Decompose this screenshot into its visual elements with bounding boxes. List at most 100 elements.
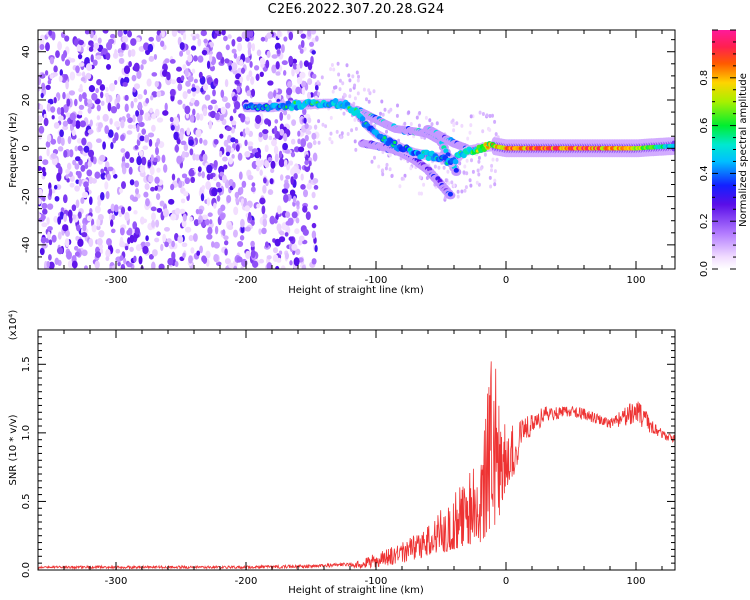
heatmap-cell <box>425 155 432 162</box>
heatmap-cell <box>247 174 254 181</box>
heatmap-cell <box>156 90 162 98</box>
heatmap-cell <box>201 214 208 220</box>
heatmap-cell <box>456 194 460 199</box>
heatmap-cell <box>291 119 297 126</box>
heatmap-cell <box>463 188 467 193</box>
heatmap-cell <box>57 231 62 240</box>
heatmap-cell <box>185 49 191 56</box>
heatmap-cell <box>298 44 302 50</box>
heatmap-cell <box>203 38 208 44</box>
heatmap-cell <box>425 176 429 180</box>
heatmap-cell <box>162 63 168 72</box>
heatmap-cell <box>357 74 360 79</box>
heatmap-cell <box>115 122 120 128</box>
heatmap-cell <box>207 212 213 217</box>
heatmap-cell <box>221 96 228 103</box>
heatmap-cell <box>126 229 133 236</box>
heatmap-cell <box>299 71 306 79</box>
heatmap-cell <box>479 166 483 171</box>
heatmap-cell <box>272 254 279 262</box>
heatmap-cell <box>87 99 93 104</box>
heatmap-cell <box>258 131 263 138</box>
heatmap-cell <box>167 257 174 266</box>
heatmap-cell <box>331 89 335 94</box>
heatmap-cell <box>243 197 248 205</box>
heatmap-cell <box>259 169 263 176</box>
heatmap-cell <box>290 176 295 185</box>
heatmap-cell <box>244 57 251 63</box>
heatmap-cell <box>300 39 305 49</box>
heatmap-cell <box>155 219 160 228</box>
heatmap-cell <box>56 247 64 255</box>
heatmap-cell <box>66 162 72 171</box>
heatmap-cell <box>409 166 413 171</box>
heatmap-cell <box>91 224 97 233</box>
heatmap-cell <box>80 197 85 204</box>
snr-y-multiplier: (x10⁴) <box>8 310 19 341</box>
heatmap-cell <box>163 163 168 173</box>
heatmap-cell <box>137 101 143 111</box>
heatmap-cell <box>356 91 360 96</box>
heatmap-cell <box>169 88 176 97</box>
heatmap-cell <box>91 92 98 101</box>
heatmap-cell <box>469 183 473 188</box>
heatmap-cell <box>255 73 260 81</box>
heatmap-cell <box>261 205 266 215</box>
heatmap-cell <box>124 151 130 160</box>
spectrogram-xlabel: Height of straight line (km) <box>288 285 424 296</box>
heatmap-cell <box>46 260 50 268</box>
heatmap-cell <box>179 42 185 51</box>
heatmap-cell <box>193 78 198 84</box>
x-tick-label: 100 <box>626 275 645 286</box>
heatmap-cell <box>342 111 346 116</box>
heatmap-cell <box>81 191 89 199</box>
heatmap-cell <box>64 238 70 248</box>
heatmap-cell <box>294 146 300 153</box>
heatmap-cell <box>488 175 492 180</box>
heatmap-cell <box>53 65 58 73</box>
heatmap-cell <box>201 185 206 191</box>
heatmap-cell <box>183 143 188 152</box>
heatmap-cell <box>244 151 251 158</box>
heatmap-cell <box>111 228 116 234</box>
heatmap-cell <box>110 142 114 150</box>
heatmap-cell <box>150 94 154 101</box>
heatmap-cell <box>121 42 126 51</box>
heatmap-cell <box>477 159 481 164</box>
heatmap-cell <box>164 241 169 248</box>
x-tick-label: -300 <box>105 275 128 286</box>
colorbar-tick-label: 0.6 <box>699 118 710 134</box>
heatmap-cell <box>164 102 168 112</box>
heatmap-cell <box>178 180 183 189</box>
heatmap-cell <box>75 179 80 185</box>
heatmap-cell <box>197 208 203 215</box>
heatmap-cell <box>388 167 392 172</box>
heatmap-cell <box>477 155 481 160</box>
heatmap-cell <box>244 139 248 147</box>
heatmap-cell <box>58 115 64 121</box>
heatmap-cell <box>295 217 300 224</box>
heatmap-cell <box>220 106 226 115</box>
heatmap-cell <box>468 178 472 183</box>
heatmap-cell <box>283 69 287 76</box>
heatmap-cell <box>60 31 66 38</box>
heatmap-cell <box>78 178 82 187</box>
heatmap-cell <box>181 219 187 228</box>
heatmap-cell <box>330 63 334 67</box>
heatmap-cell <box>288 31 294 41</box>
heatmap-cell <box>120 181 127 190</box>
heatmap-cell <box>126 262 133 268</box>
heatmap-cell <box>283 182 290 190</box>
heatmap-cell <box>64 59 71 66</box>
heatmap-cell <box>456 189 460 194</box>
heatmap-cell <box>451 118 455 123</box>
heatmap-cell <box>316 80 320 85</box>
heatmap-cell <box>77 145 83 152</box>
heatmap-cell <box>74 145 79 152</box>
heatmap-cell <box>169 116 174 123</box>
heatmap-cell <box>174 232 179 242</box>
heatmap-cell <box>117 261 121 267</box>
heatmap-cell <box>59 210 64 220</box>
heatmap-cell <box>219 114 224 122</box>
heatmap-cell <box>248 70 253 78</box>
